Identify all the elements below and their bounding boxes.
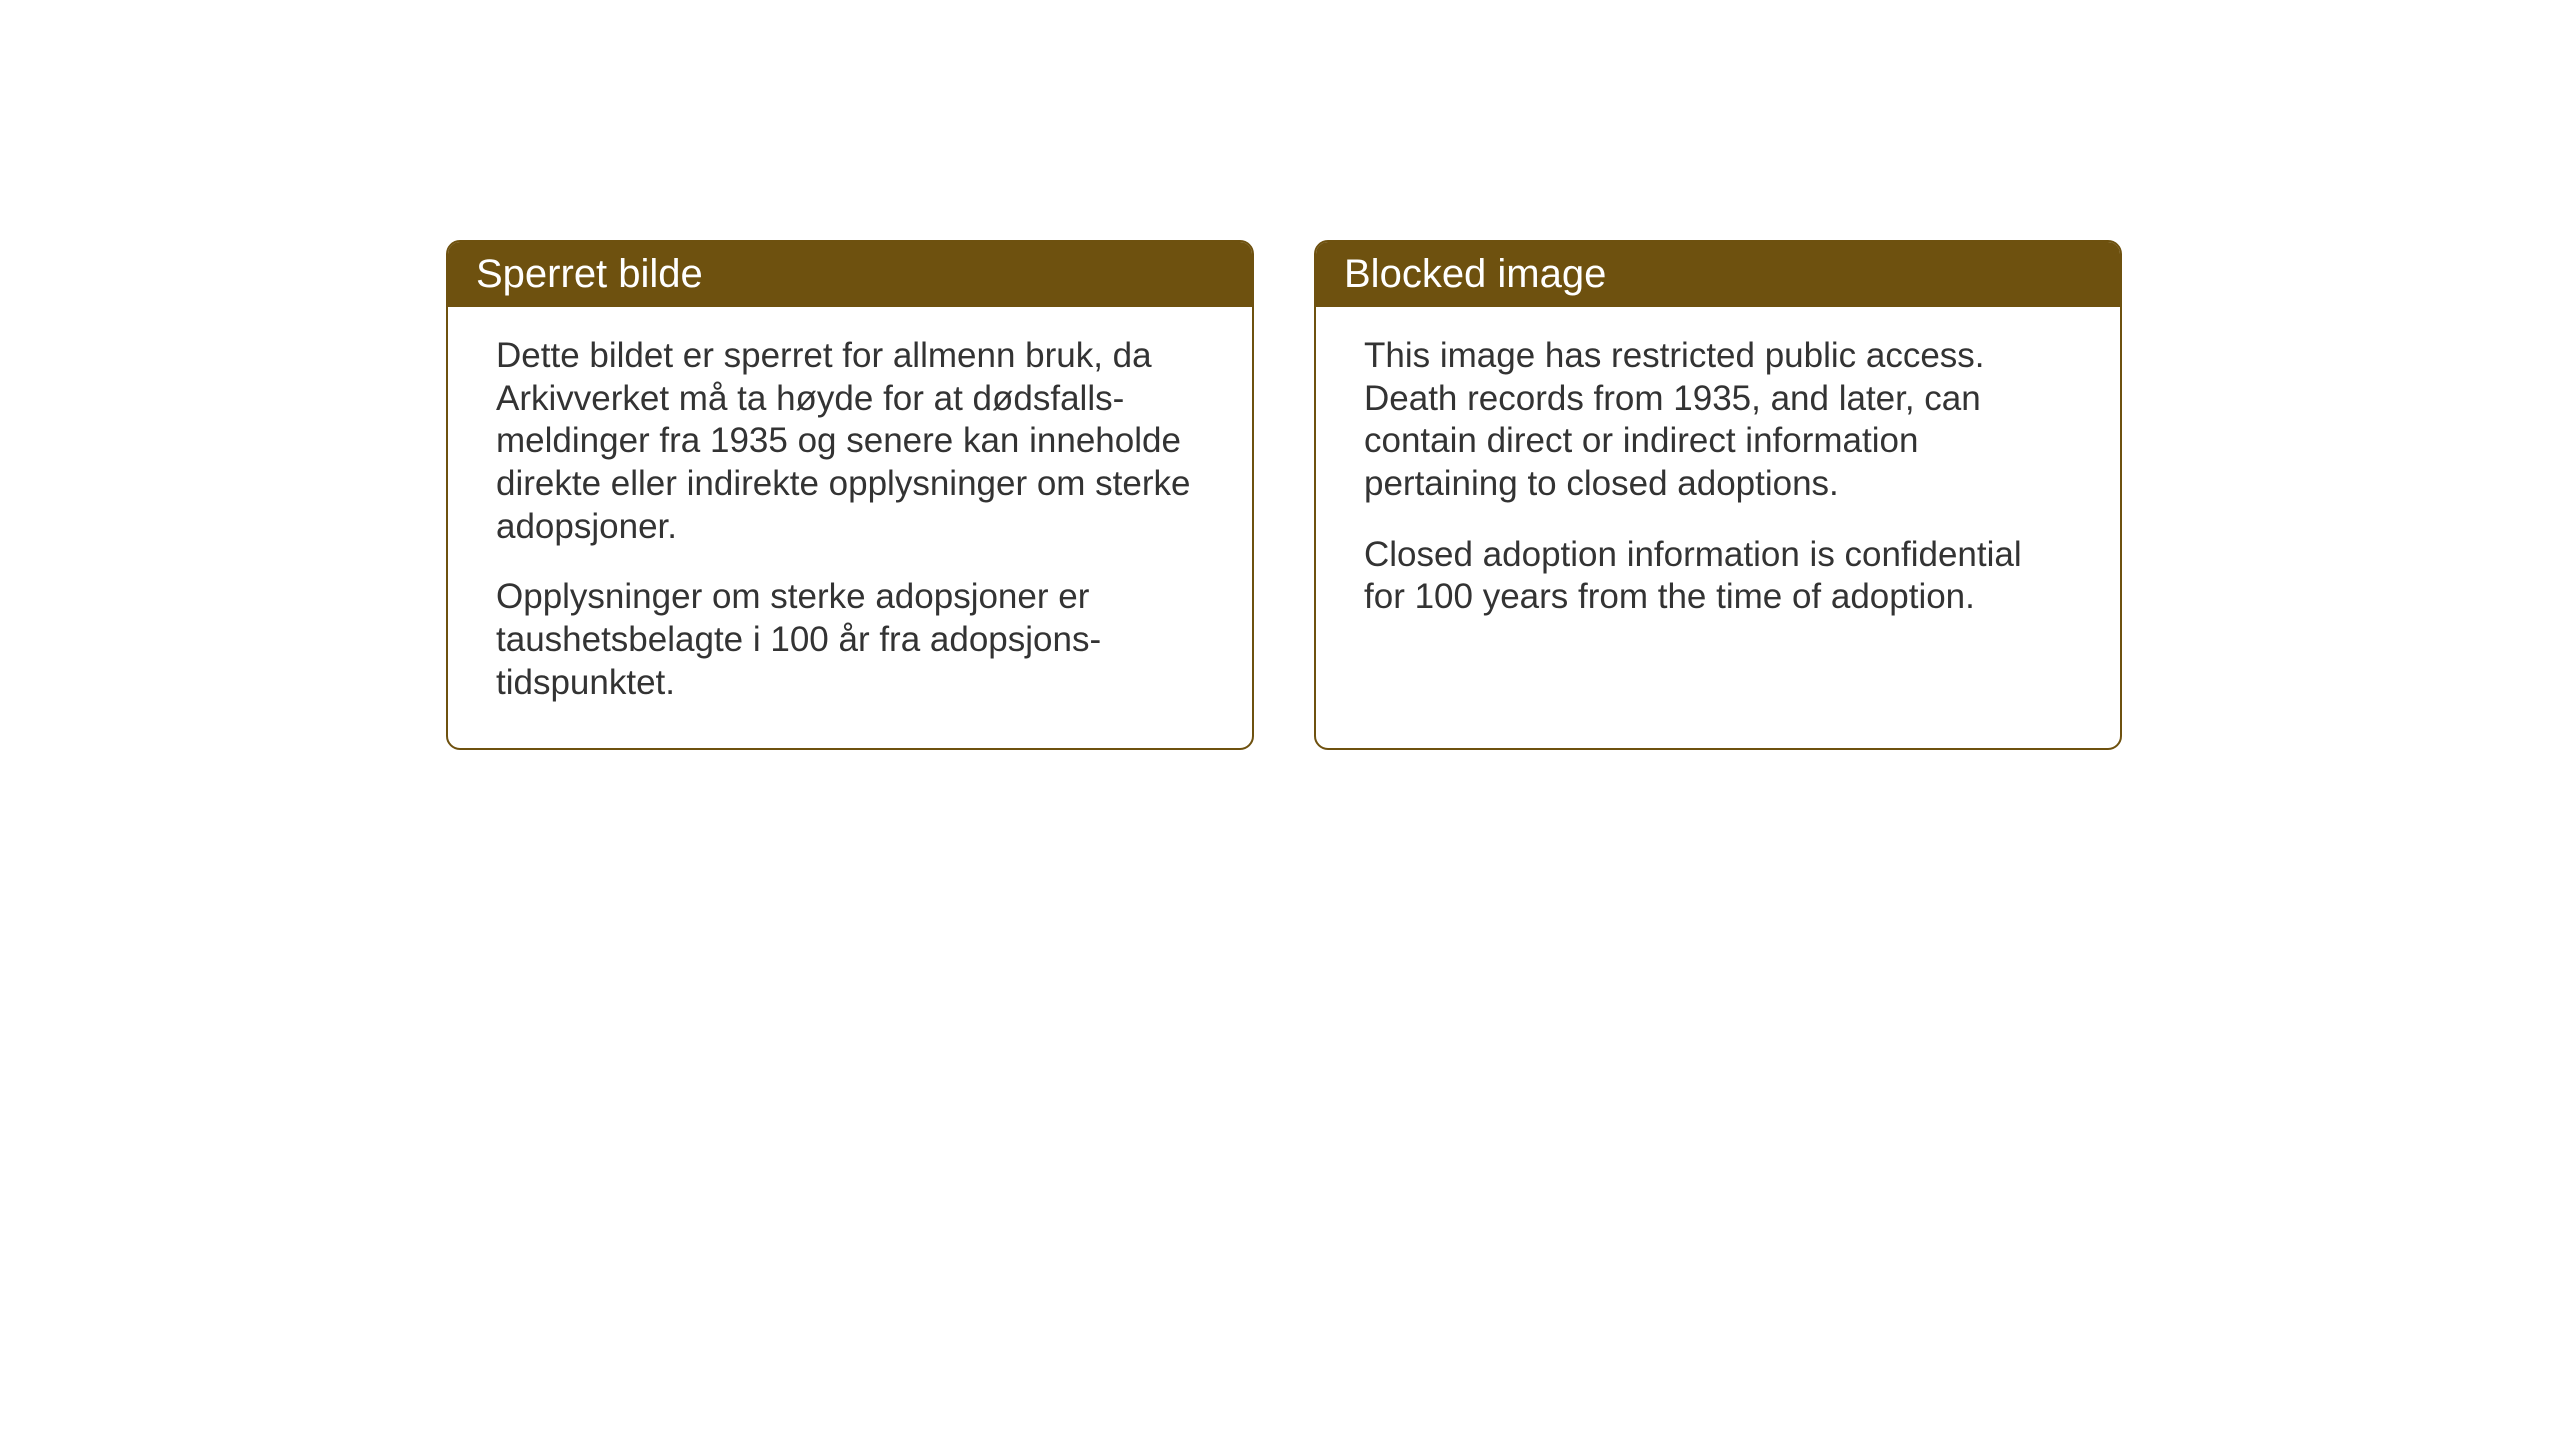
card-english-paragraph-1: This image has restricted public access.…	[1364, 335, 2072, 506]
card-norwegian-paragraph-1: Dette bildet er sperret for allmenn bruk…	[496, 335, 1204, 548]
card-norwegian: Sperret bilde Dette bildet er sperret fo…	[446, 240, 1254, 750]
card-english-header: Blocked image	[1316, 242, 2120, 307]
card-norwegian-paragraph-2: Opplysninger om sterke adopsjoner er tau…	[496, 576, 1204, 704]
card-norwegian-header: Sperret bilde	[448, 242, 1252, 307]
card-norwegian-body: Dette bildet er sperret for allmenn bruk…	[448, 307, 1252, 745]
card-english-title: Blocked image	[1344, 252, 1606, 296]
card-english-body: This image has restricted public access.…	[1316, 307, 2120, 659]
card-english: Blocked image This image has restricted …	[1314, 240, 2122, 750]
cards-container: Sperret bilde Dette bildet er sperret fo…	[446, 240, 2122, 750]
card-english-paragraph-2: Closed adoption information is confident…	[1364, 534, 2072, 619]
card-norwegian-title: Sperret bilde	[476, 252, 703, 296]
